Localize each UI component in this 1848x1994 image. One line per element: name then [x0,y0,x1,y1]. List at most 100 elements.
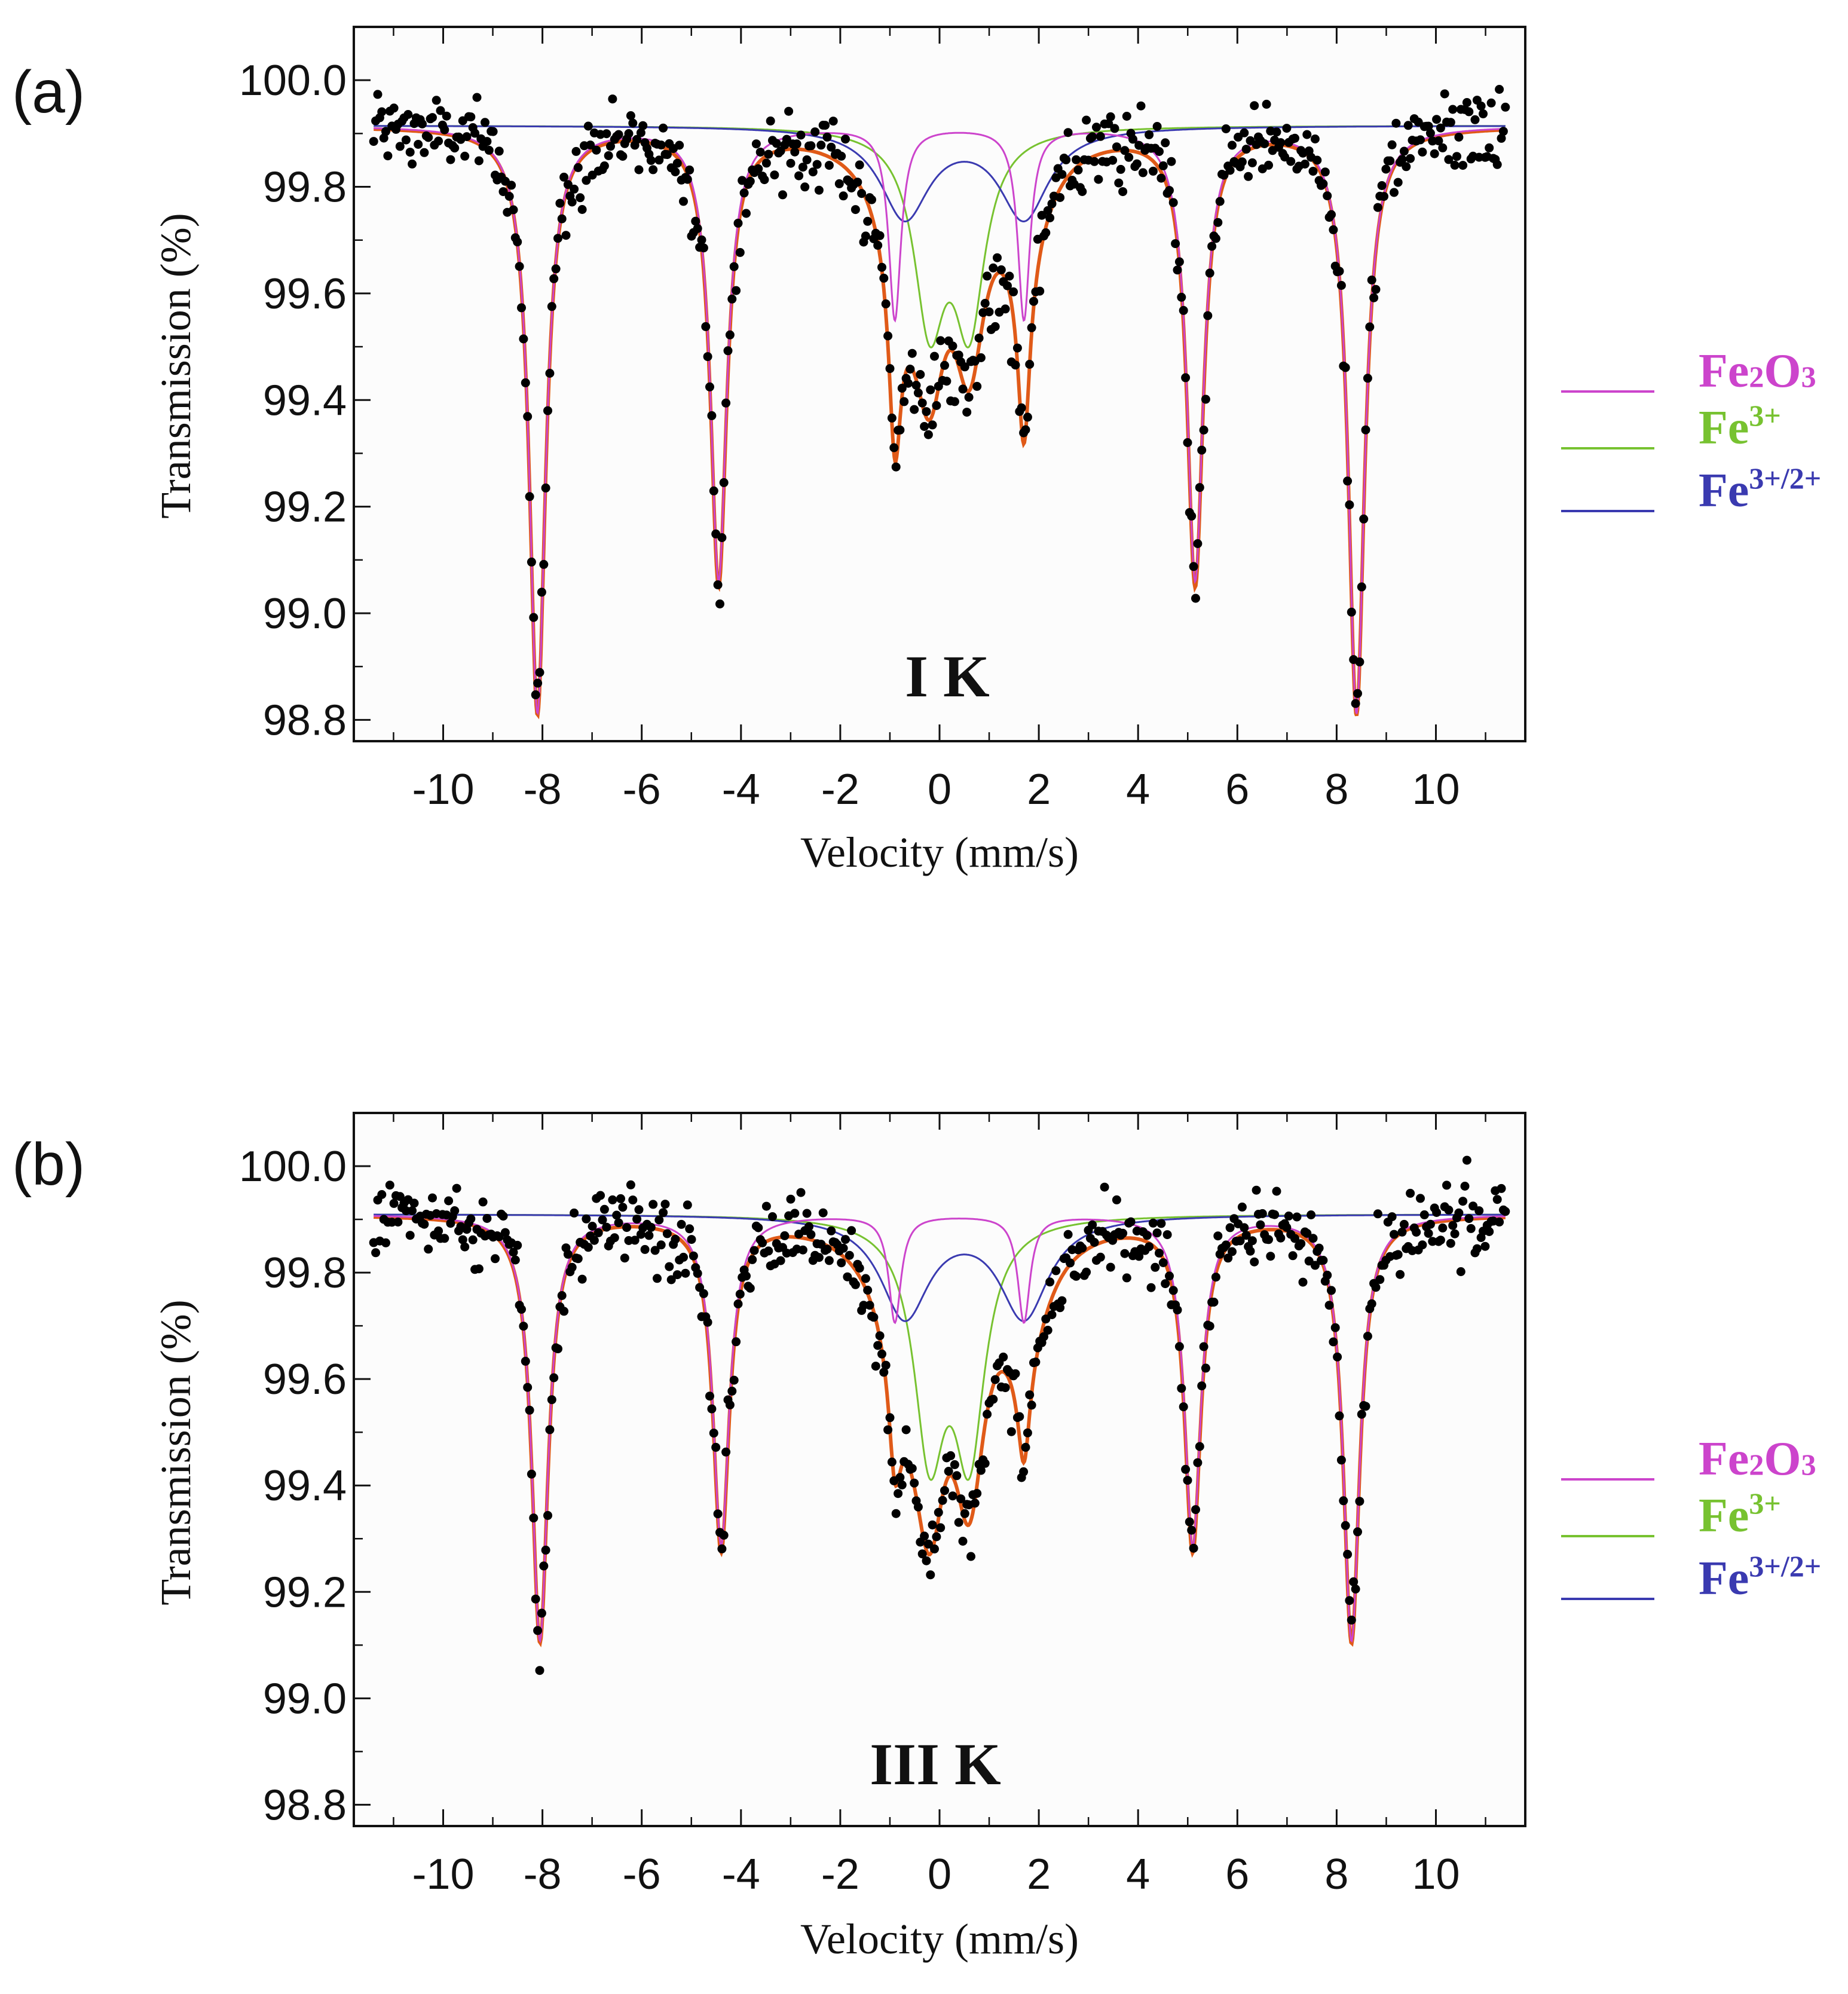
data-point [814,185,824,195]
data-point [1112,1195,1121,1204]
data-point [494,146,504,156]
data-point [1351,1585,1360,1594]
data-point [1100,1182,1109,1192]
data-point [582,176,591,185]
data-point [478,1197,488,1207]
data-point [691,216,700,226]
data-point [570,184,579,194]
data-point [814,1253,824,1262]
data-point [1406,1188,1415,1198]
data-point [1416,1194,1425,1203]
data-point [760,175,769,185]
data-point [1359,514,1369,524]
data-point [1225,1223,1235,1233]
data-point [1247,158,1257,167]
data-point [608,1195,617,1204]
data-point [1092,123,1101,132]
data-point [1353,1527,1362,1537]
data-point [509,205,518,215]
data-point [608,94,617,104]
y-tick-label: 98.8 [263,696,347,744]
data-point [897,384,907,393]
data-point [434,1226,443,1235]
data-point [1021,1442,1030,1452]
data-point [1341,363,1350,372]
x-tick-label: -2 [821,1851,859,1898]
data-point [653,1274,662,1283]
data-point [816,140,826,150]
data-point [837,151,846,161]
data-point [1418,1240,1427,1250]
data-point [660,1200,670,1209]
data-point [1498,127,1508,136]
data-point [414,140,423,149]
data-point [1466,1224,1476,1233]
data-point [1057,1296,1067,1305]
data-point [377,1190,387,1199]
x-tick-label: 10 [1412,1851,1460,1898]
data-point [1039,1332,1048,1341]
data-point [1063,1230,1073,1239]
data-point [980,1458,990,1468]
data-point [677,1219,686,1229]
data-point [1393,1250,1403,1259]
data-point [1390,1230,1399,1239]
data-point [983,271,992,281]
data-point [1197,445,1207,455]
data-point [1347,1615,1356,1625]
legend-label: Fe2O3 [1699,1433,1816,1485]
data-point [1082,1267,1091,1277]
data-point [845,1250,854,1260]
data-point [930,351,939,361]
data-point [895,425,905,435]
data-point [547,1395,556,1405]
data-point [1288,1251,1298,1261]
data-point [598,1215,607,1225]
data-point [1174,1342,1184,1351]
data-point [699,243,708,253]
fe32-component-line [374,125,1506,223]
data-point [1047,1310,1057,1319]
data-point [650,1246,660,1255]
data-point [1082,115,1091,125]
data-point [802,1209,812,1218]
data-point [1329,225,1338,234]
data-point [748,1255,757,1264]
data-point [1438,143,1448,152]
data-point [910,405,919,414]
data-point [780,1231,790,1240]
data-point [543,406,552,415]
data-point [636,128,645,137]
data-point [1432,1208,1442,1217]
data-point [1225,166,1235,175]
data-point [1296,1239,1306,1249]
data-point [1501,102,1510,112]
data-point [948,1491,957,1501]
data-point [592,145,601,155]
data-point [1035,286,1045,296]
data-point [527,1469,536,1479]
data-point [529,1513,539,1523]
data-point [972,1489,982,1498]
data-point [369,137,378,146]
data-point [1240,1223,1249,1233]
data-point [1320,167,1330,177]
data-point [993,253,1002,262]
data-point [482,137,492,146]
data-point [1106,112,1115,121]
data-point [1470,115,1480,124]
data-point [984,307,994,317]
data-point [798,1245,807,1255]
data-point [749,1246,759,1255]
data-point [735,1289,745,1299]
y-tick-label: 99.4 [263,1462,347,1510]
data-point [1327,210,1336,219]
data-point [1480,1241,1490,1251]
data-point [707,411,717,420]
data-point [1345,500,1354,510]
data-point [571,146,581,156]
data-point [646,155,656,165]
data-point [1011,1369,1020,1378]
data-point [563,1249,573,1259]
temperature-label: III K [870,1731,1001,1797]
